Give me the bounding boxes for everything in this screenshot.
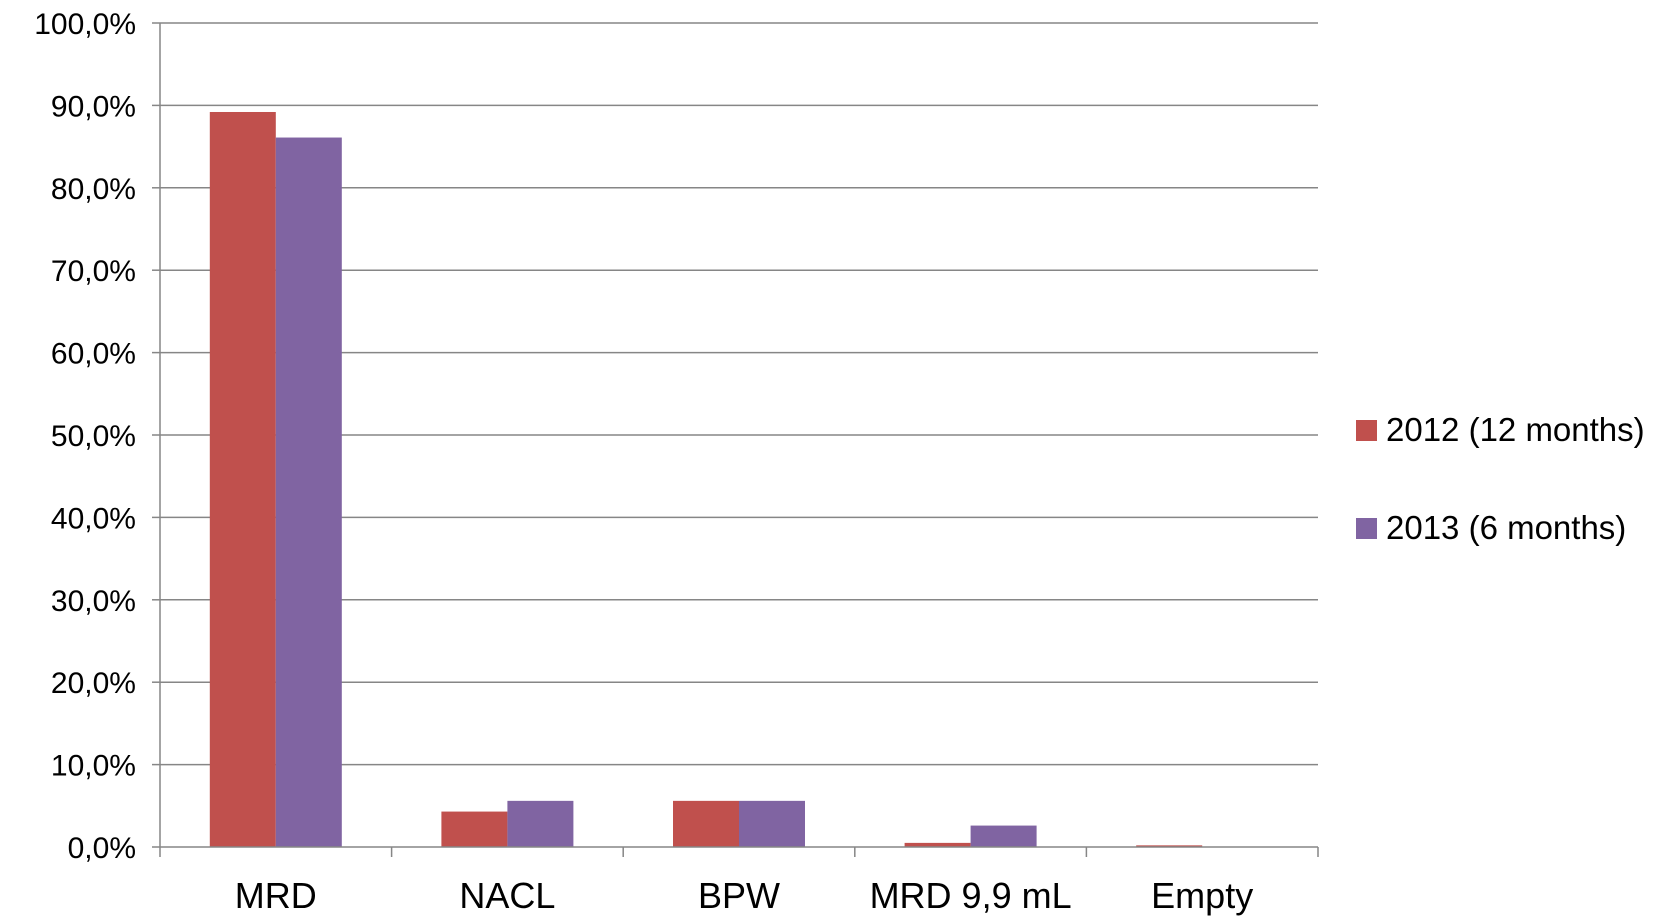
bar xyxy=(904,842,971,847)
bar xyxy=(209,111,276,847)
bar xyxy=(673,800,739,847)
y-tick-label: 30,0% xyxy=(51,585,136,618)
legend: 2012 (12 months) 2013 (6 months) xyxy=(1356,410,1645,606)
bar xyxy=(441,811,508,847)
x-tick-label: Empty xyxy=(1151,875,1253,916)
y-tick-label: 40,0% xyxy=(51,502,136,535)
legend-swatch-2013 xyxy=(1356,517,1377,539)
y-tick-label: 100,0% xyxy=(34,8,136,41)
x-tick-label: MRD 9,9 mL xyxy=(870,875,1072,916)
y-tick-label: 90,0% xyxy=(51,90,136,123)
x-tick-label: NACL xyxy=(459,875,555,916)
legend-label-2012: 2012 (12 months) xyxy=(1386,411,1645,448)
x-tick-label: BPW xyxy=(698,875,780,916)
bar xyxy=(507,800,574,847)
x-tick-label: MRD xyxy=(235,875,317,916)
y-tick-label: 80,0% xyxy=(51,173,136,206)
y-tick-label: 50,0% xyxy=(51,420,136,453)
bar xyxy=(970,825,1037,847)
bar xyxy=(739,800,805,847)
legend-item-2013: 2013 (6 months) xyxy=(1356,508,1645,548)
y-tick-label: 70,0% xyxy=(51,255,136,288)
axes xyxy=(152,22,1319,857)
gridlines xyxy=(160,22,1318,766)
y-tick-label: 10,0% xyxy=(51,750,136,783)
legend-label-2013: 2013 (6 months) xyxy=(1386,509,1627,546)
bar xyxy=(1136,845,1203,847)
y-tick-labels: 0,0% 10,0% 20,0% 30,0% 40,0% 50,0% 60,0% 70,0% 8… xyxy=(34,8,136,865)
bars xyxy=(209,111,1203,847)
y-tick-label: 20,0% xyxy=(51,667,136,700)
y-tick-label: 0,0% xyxy=(68,832,136,865)
x-tick-labels: MRD NACL BPW MRD 9,9 mL Empty xyxy=(235,875,1253,916)
bar xyxy=(275,137,342,847)
y-tick-label: 60,0% xyxy=(51,338,136,371)
legend-item-2012: 2012 (12 months) xyxy=(1356,410,1645,450)
legend-swatch-2012 xyxy=(1356,419,1377,441)
